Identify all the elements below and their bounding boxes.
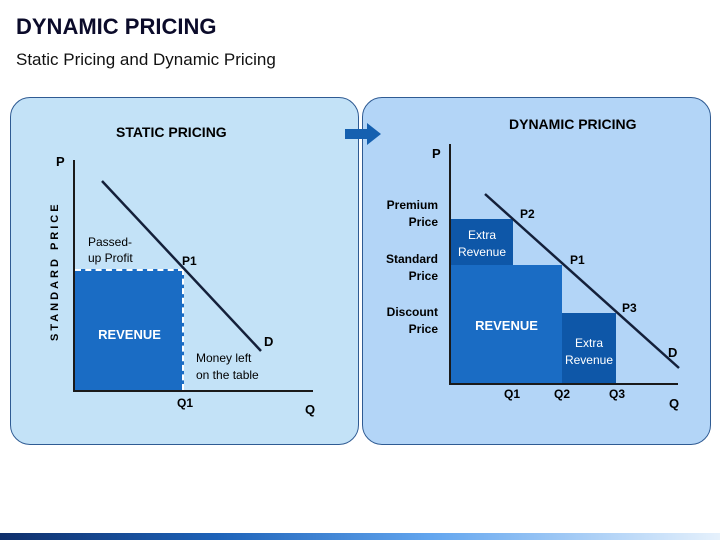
static-demand-line xyxy=(101,180,262,352)
static-pricing-heading: STATIC PRICING xyxy=(116,124,227,140)
page-title: DYNAMIC PRICING xyxy=(16,14,217,39)
page-subtitle: Static Pricing and Dynamic Pricing xyxy=(16,50,276,69)
static-axis-q-label: Q xyxy=(305,402,316,417)
dynamic-q1-label: Q1 xyxy=(504,387,521,401)
dynamic-p3-label: P3 xyxy=(622,301,637,315)
dynamic-demand-label: D xyxy=(668,345,678,360)
passed-up-profit-line1: Passed- xyxy=(88,235,133,249)
dynamic-revenue-label: REVENUE xyxy=(475,318,538,333)
extra-revenue-premium-line2: Revenue xyxy=(457,245,507,259)
extra-revenue-discount-line1: Extra xyxy=(574,336,603,350)
dynamic-axis-p-label: P xyxy=(432,146,441,161)
extra-revenue-discount-area xyxy=(562,313,616,383)
standard-price-line1: Standard xyxy=(385,252,438,266)
discount-price-line1: Discount xyxy=(386,305,438,319)
dynamic-p1-label: P1 xyxy=(570,253,585,267)
dynamic-axis-q-label: Q xyxy=(669,396,680,411)
dynamic-demand-line xyxy=(484,193,680,369)
right-arrow-icon xyxy=(345,123,381,145)
discount-price-line2: Price xyxy=(408,322,438,336)
dynamic-revenue-area xyxy=(451,265,562,383)
dynamic-p2-label: P2 xyxy=(520,207,535,221)
premium-price-line1: Premium xyxy=(386,198,438,212)
standard-price-line2: Price xyxy=(408,269,438,283)
static-revenue-area xyxy=(75,269,184,390)
bottom-gradient-bar xyxy=(0,533,720,540)
premium-price-line2: Price xyxy=(408,215,438,229)
dynamic-q3-label: Q3 xyxy=(609,387,626,401)
extra-revenue-premium-line1: Extra xyxy=(467,228,496,242)
extra-revenue-discount-line2: Revenue xyxy=(564,353,614,367)
dynamic-pricing-panel xyxy=(362,97,711,445)
static-q1-label: Q1 xyxy=(177,396,194,410)
static-axis-p-label: P xyxy=(56,154,65,169)
dynamic-pricing-heading: DYNAMIC PRICING xyxy=(509,116,637,132)
money-left-line2: on the table xyxy=(196,368,259,382)
dynamic-q2-label: Q2 xyxy=(554,387,571,401)
static-revenue-label: REVENUE xyxy=(98,327,161,342)
passed-up-profit-line2: up Profit xyxy=(88,251,133,265)
static-p1-label: P1 xyxy=(182,254,197,268)
extra-revenue-premium-area xyxy=(451,219,513,265)
static-demand-label: D xyxy=(264,334,274,349)
money-left-line1: Money left xyxy=(196,351,252,365)
